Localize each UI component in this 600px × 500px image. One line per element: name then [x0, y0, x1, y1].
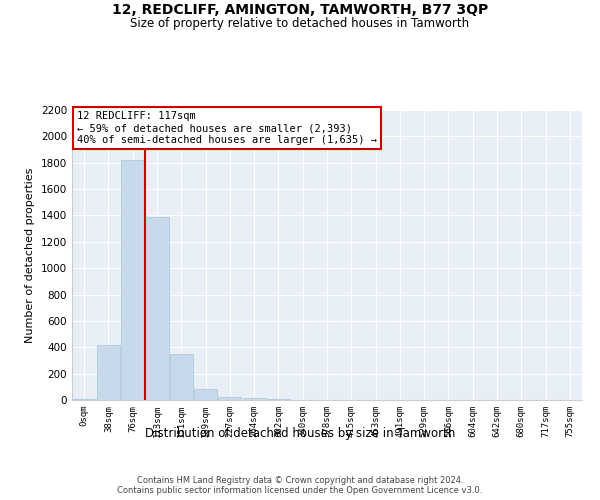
Bar: [194, 390, 217, 400]
Text: 12 REDCLIFF: 117sqm
← 59% of detached houses are smaller (2,393)
40% of semi-det: 12 REDCLIFF: 117sqm ← 59% of detached ho…: [77, 112, 377, 144]
Text: Distribution of detached houses by size in Tamworth: Distribution of detached houses by size …: [145, 428, 455, 440]
Y-axis label: Number of detached properties: Number of detached properties: [25, 168, 35, 342]
Text: Size of property relative to detached houses in Tamworth: Size of property relative to detached ho…: [130, 18, 470, 30]
Bar: [145, 217, 169, 400]
Bar: [170, 354, 193, 400]
Bar: [218, 396, 241, 400]
Bar: [121, 160, 144, 400]
Bar: [242, 398, 266, 400]
Text: 12, REDCLIFF, AMINGTON, TAMWORTH, B77 3QP: 12, REDCLIFF, AMINGTON, TAMWORTH, B77 3Q…: [112, 2, 488, 16]
Text: Contains HM Land Registry data © Crown copyright and database right 2024.
Contai: Contains HM Land Registry data © Crown c…: [118, 476, 482, 495]
Bar: [97, 344, 120, 400]
Bar: [73, 398, 95, 400]
Bar: [267, 398, 290, 400]
